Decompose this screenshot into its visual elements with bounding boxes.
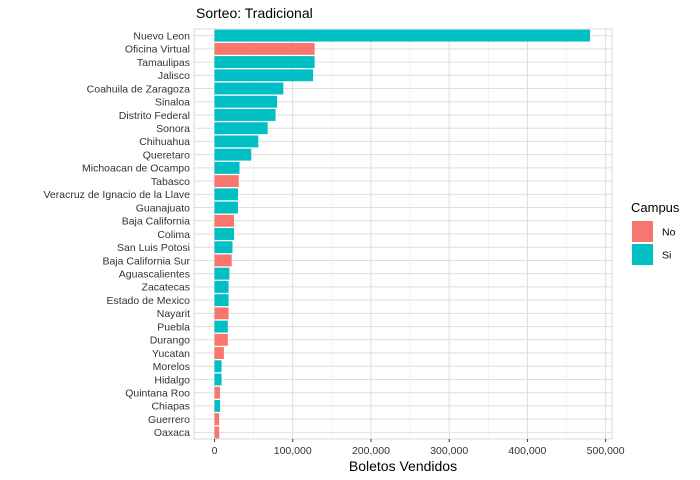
bar [214,399,220,412]
bar [214,135,259,148]
category-label: Distrito Federal [119,110,190,122]
bar [214,347,224,359]
bar [214,254,232,267]
category-label: Sinaloa [155,97,190,109]
category-label: Coahuila de Zaragoza [87,83,190,95]
legend-label: No [662,227,676,239]
category-label: Michoacan de Ocampo [82,163,190,175]
bar [214,333,228,346]
bar [214,280,229,293]
legend-swatch [632,221,653,242]
category-label: Tabasco [151,176,190,188]
legend-swatch [632,244,653,265]
bar [214,426,220,439]
category-label: Jalisco [158,70,190,82]
bar [214,320,228,333]
category-label: Chiapas [151,401,190,413]
bar [214,386,220,399]
x-tick-label: 200,000 [352,445,390,457]
chart-title: Sorteo: Tradicional [196,5,313,21]
bar [214,307,229,320]
x-tick-label: 0 [212,445,218,457]
category-label: Durango [150,335,190,347]
bar [214,360,222,373]
bar [214,42,315,55]
bar [214,413,220,426]
category-label: Aguascalientes [119,268,190,280]
x-tick-label: 400,000 [508,445,546,457]
legend-label: Si [662,250,671,262]
category-labels: Nuevo Leon Oficina VirtualTamaulipasJalis… [43,30,190,439]
category-label: Estado de Mexico [107,295,191,307]
bar [214,188,238,201]
category-label: Quintana Roo [125,388,190,400]
bar [214,148,252,161]
category-label: Oaxaca [154,427,190,439]
category-label: Zacatecas [142,282,190,294]
x-tick-label: 300,000 [430,445,468,457]
category-label: San Luis Potosi [117,242,190,254]
bar [214,267,230,280]
bar [214,122,268,135]
bar [214,56,315,69]
bar [214,82,284,95]
x-tick-label: 500,000 [587,445,625,457]
category-label: Tamaulipas [137,57,190,69]
category-label: Sonora [156,123,190,135]
category-label: Yucatan [152,348,190,360]
category-label: Baja California [122,216,190,228]
x-tick-label: 100,000 [274,445,312,457]
category-label: Veracruz de Ignacio de la Llave [43,189,190,201]
category-label: Guanajuato [136,202,190,214]
grid-lines [194,29,612,439]
category-label: Guerrero [148,414,190,426]
bar [214,109,276,121]
category-label: Puebla [157,321,190,333]
bar [214,241,233,254]
category-label: Nuevo Leon [133,30,190,42]
category-label: Oficina Virtual [125,44,190,56]
legend: Campus No Si [631,200,680,265]
bar [214,201,238,214]
bar [214,214,235,227]
bar [214,161,240,174]
bar [214,29,590,42]
bar [214,69,314,82]
category-label: Nayarit [157,308,190,320]
x-axis-ticks: 0 100,000 200,000 300,000 400,000 500,000 [212,439,625,457]
legend-title: Campus [631,200,680,215]
bar [214,294,229,307]
x-axis-title: Boletos Vendidos [349,458,457,474]
bar [214,95,278,108]
bar [214,373,222,386]
category-label: Morelos [153,361,190,373]
bar [214,228,235,240]
category-label: Colima [157,229,190,241]
category-label: Baja California Sur [102,255,190,267]
category-label: Hidalgo [154,374,190,386]
category-label: Queretaro [143,149,190,161]
bars [214,29,590,439]
category-label: Chihuahua [139,136,190,148]
bar [214,175,239,188]
